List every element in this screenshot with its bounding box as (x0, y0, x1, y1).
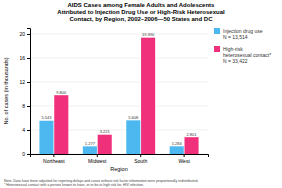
x-tick-mark (184, 154, 185, 157)
x-tick-mark (53, 154, 54, 157)
note-line: Note. Data have been adjusted for report… (4, 179, 198, 183)
chart: 5.543 1.277 5.608 1.284 9.800 3.221 19.390 2.80… (0, 0, 282, 188)
y-tick-mark (27, 58, 30, 59)
note-line: * Heterosexual contact with a person kno… (4, 183, 144, 187)
x-tick-label: Midwest (88, 158, 107, 164)
y-tick-mark (27, 106, 30, 107)
bar (39, 121, 53, 154)
bar (170, 146, 184, 154)
grid (30, 34, 208, 154)
x-axis: Northeast Midwest South West (31, 154, 209, 164)
y-tick-mark (27, 34, 30, 35)
y-tick: 20 (19, 31, 30, 37)
y-axis: 0 4 8 12 16 20 (19, 29, 30, 158)
y-tick: 8 (22, 103, 30, 109)
data-labels: 5.543 1.277 5.608 1.284 9.800 3.221 19.390 2.80… (41, 32, 197, 146)
y-tick: 16 (19, 55, 30, 61)
data-label: 3.221 (100, 129, 111, 134)
y-tick-mark (27, 82, 30, 83)
y-tick-label: 8 (22, 103, 25, 109)
data-label: 5.608 (128, 115, 139, 120)
y-tick: 4 (22, 127, 30, 133)
data-label: 1.284 (172, 141, 183, 146)
bar (184, 137, 198, 154)
x-tick-label: West (178, 158, 190, 164)
y-tick-label: 0 (22, 151, 25, 157)
title-line: Contact, by Region, 2002–2006—50 States … (69, 16, 213, 22)
y-tick-label: 16 (19, 55, 25, 61)
y-axis-title: No. of cases (in thousands) (3, 57, 9, 124)
bar (126, 120, 140, 154)
data-label: 2.801 (187, 132, 198, 137)
note: Note. Data have been adjusted for report… (4, 179, 198, 188)
x-tick-mark (97, 154, 98, 157)
bar (141, 38, 155, 154)
legend-entry: Injection drug useN = 13,514 (223, 28, 263, 40)
grid-line (30, 82, 208, 83)
bar (83, 146, 97, 154)
x-tick-label: South (134, 158, 147, 164)
y-tick: 12 (19, 79, 30, 85)
bars (39, 38, 198, 154)
y-tick-mark (27, 130, 30, 131)
x-tick: South (134, 154, 147, 164)
x-axis-line (31, 155, 209, 158)
data-label: 1.277 (85, 141, 96, 146)
legend-swatch (214, 46, 220, 52)
y-tick-label: 12 (19, 79, 25, 85)
legend-line: N = 13,514 (223, 34, 248, 40)
title: AIDS Cases among Female Adults and Adole… (57, 2, 225, 22)
x-tick: Midwest (88, 154, 107, 164)
title-line: AIDS Cases among Female Adults and Adole… (68, 2, 216, 8)
y-tick-mark (27, 154, 30, 155)
y-tick-label: 4 (22, 127, 25, 133)
x-tick: Northeast (43, 154, 65, 164)
y-tick: 0 (22, 151, 30, 157)
data-label: 19.390 (142, 32, 155, 37)
legend-line: N = 33,422 (223, 58, 248, 64)
y-axis-line (27, 29, 31, 155)
bar (54, 95, 68, 154)
legend: Injection drug useN = 13,514 High-riskhet… (214, 28, 271, 64)
x-axis-title: Region (110, 166, 127, 172)
data-label: 5.543 (41, 115, 52, 120)
legend-swatch (214, 28, 220, 34)
y-tick-label: 20 (19, 31, 25, 37)
grid-line (30, 58, 208, 59)
grid-line (30, 34, 208, 35)
data-label: 9.800 (56, 90, 67, 95)
x-tick-label: Northeast (43, 158, 65, 164)
x-tick-mark (140, 154, 141, 157)
bar (98, 135, 112, 154)
x-tick: West (178, 154, 190, 164)
legend-entry: High-riskheterosexual contact*N = 33,422 (223, 46, 271, 64)
title-line: Attributed to Injection Drug Use or High… (57, 9, 225, 15)
